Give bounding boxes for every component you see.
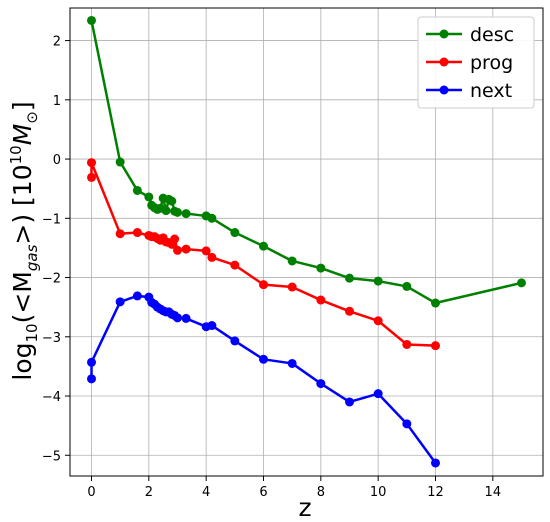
legend-label: desc [470,24,514,46]
series-next [87,291,440,468]
data-point-desc [345,273,354,283]
legend-box [417,16,535,109]
series-layer [87,15,526,468]
x-tick-label: 2 [145,485,153,500]
x-axis-title: z [298,493,311,522]
data-point-next [431,458,440,468]
data-point-next [87,374,96,384]
data-point-next [287,358,297,368]
data-point-next [207,321,217,331]
x-tick-label: 6 [259,485,267,500]
data-point-desc [132,185,142,195]
x-tick-label: 14 [485,485,502,500]
legend-swatch-marker [439,85,449,95]
data-point-next [173,313,182,323]
data-point-desc [259,241,268,251]
data-point-desc [230,228,240,238]
data-point-next [181,313,191,323]
data-point-prog [345,306,354,316]
data-point-next [115,297,125,307]
gridlines [70,8,543,476]
data-point-next [373,389,383,399]
legend-swatch-marker [439,29,449,39]
legend-entry-next: next [426,80,512,102]
data-point-prog [431,341,440,351]
data-point-prog [170,234,180,244]
plot-frame [69,7,544,477]
data-point-desc [167,196,177,206]
y-tick-label: −3 [42,331,61,346]
data-point-next [132,291,142,301]
data-point-desc [173,207,182,217]
data-point-prog [287,282,297,292]
y-tick-label: −4 [42,390,61,405]
data-point-prog [87,172,96,182]
data-point-desc [181,209,191,219]
data-point-next [87,357,96,367]
data-point-next [402,419,412,429]
data-point-desc [402,281,412,291]
data-point-prog [259,280,268,290]
data-point-desc [316,263,326,273]
legend: desc prog next [417,16,535,109]
y-axis-title: log10(<Mgas>) [1010M⊙] [7,101,41,380]
data-point-prog [402,339,412,349]
data-point-desc [373,276,383,286]
x-tick-label: 10 [370,485,387,500]
x-tick-label: 4 [202,485,210,500]
data-point-prog [316,295,326,305]
data-point-prog [173,245,182,255]
legend-label: next [470,80,512,102]
x-tick-label: 8 [317,485,325,500]
data-point-next [230,336,240,346]
data-point-prog [207,252,217,262]
y-tick-label: 2 [53,35,61,50]
series-prog [87,158,440,351]
x-tick-label: 12 [427,485,444,500]
data-point-prog [87,158,96,168]
y-tick-label: 0 [53,153,61,168]
legend-swatch-marker [439,57,449,67]
data-point-desc [207,213,217,223]
y-tick-label: −2 [42,272,61,287]
data-point-prog [132,228,142,238]
data-point-desc [287,256,297,266]
series-desc [87,15,526,308]
y-tick-label: −1 [42,212,61,227]
y-tick-label: 1 [53,94,61,109]
data-point-desc [517,278,526,288]
data-point-prog [230,260,240,270]
legend-entry-desc: desc [426,24,514,46]
legend-entry-prog: prog [426,52,513,74]
data-point-prog [115,229,125,239]
data-point-desc [115,157,125,167]
y-tick-label: −5 [42,449,61,464]
x-tick-label: 0 [87,485,95,500]
data-point-prog [373,316,383,326]
data-point-desc [144,192,154,202]
data-point-prog [201,246,211,256]
data-point-next [316,379,326,389]
data-point-next [345,397,354,407]
legend-label: prog [470,52,513,74]
data-point-prog [181,244,191,254]
data-point-desc [161,206,171,216]
data-point-desc [87,15,96,25]
data-point-desc [431,298,440,308]
data-point-next [259,354,268,364]
